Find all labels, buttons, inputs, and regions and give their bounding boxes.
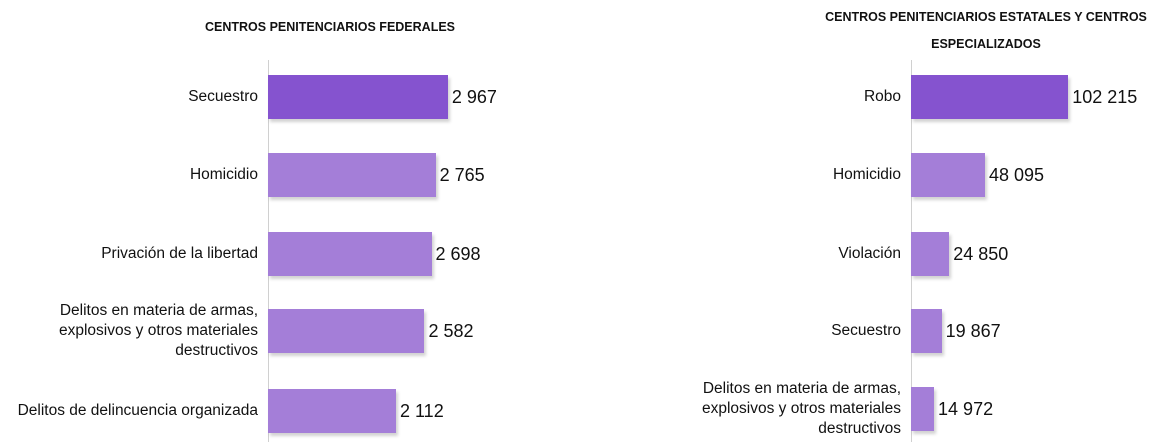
category-label: Delitos en materia de armas, explosivos … [702, 380, 901, 437]
category-label: Homicidio [189, 166, 258, 183]
bar [268, 389, 396, 433]
category-label: Secuestro [831, 322, 901, 339]
bar [911, 75, 1069, 119]
category-label: Robo [863, 88, 901, 105]
chart-title: CENTROS PENITENCIARIOS FEDERALES [204, 20, 456, 34]
value-label: 2 582 [428, 321, 474, 341]
bar [268, 232, 432, 276]
value-label: 2 112 [400, 401, 444, 421]
category-label: Secuestro [188, 88, 258, 105]
bar [911, 309, 942, 353]
bar [268, 309, 425, 353]
value-label: 19 867 [945, 321, 1001, 341]
category-label: Delitos de delincuencia organizada [17, 402, 258, 419]
value-label: 102 215 [1072, 87, 1138, 107]
bar [911, 153, 985, 197]
value-label: 2 698 [435, 244, 481, 264]
chart-title: CENTROS PENITENCIARIOS ESTATALES Y CENTR… [825, 10, 1147, 51]
bar [268, 75, 448, 119]
category-label: Delitos en materia de armas, explosivos … [59, 302, 258, 359]
category-label: Privación de la libertad [101, 245, 258, 262]
bar [911, 387, 935, 431]
value-label: 24 850 [953, 244, 1009, 264]
value-label: 2 967 [451, 87, 497, 107]
bar [268, 153, 436, 197]
value-label: 14 972 [938, 399, 994, 419]
bar [911, 232, 950, 276]
category-label: Violación [838, 245, 901, 262]
value-label: 48 095 [988, 165, 1045, 185]
value-label: 2 765 [439, 165, 485, 185]
category-label: Homicidio [832, 166, 901, 183]
